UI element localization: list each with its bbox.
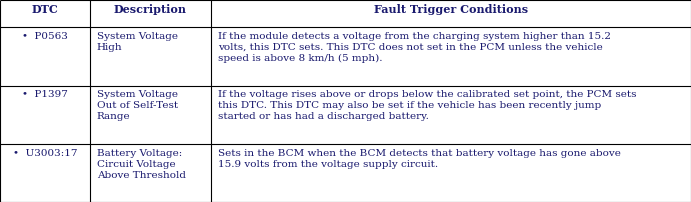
Text: Battery Voltage:
Circuit Voltage
Above Threshold: Battery Voltage: Circuit Voltage Above T… (97, 149, 186, 180)
Text: If the voltage rises above or drops below the calibrated set point, the PCM sets: If the voltage rises above or drops belo… (218, 90, 636, 121)
Text: •  P0563: • P0563 (22, 32, 68, 41)
Text: •  P1397: • P1397 (22, 90, 68, 99)
Text: If the module detects a voltage from the charging system higher than 15.2
volts,: If the module detects a voltage from the… (218, 32, 611, 63)
Text: DTC: DTC (32, 4, 58, 15)
Text: System Voltage
Out of Self-Test
Range: System Voltage Out of Self-Test Range (97, 90, 178, 121)
Text: Fault Trigger Conditions: Fault Trigger Conditions (374, 4, 528, 15)
Text: Sets in the BCM when the BCM detects that battery voltage has gone above
15.9 vo: Sets in the BCM when the BCM detects tha… (218, 149, 621, 169)
Text: Description: Description (114, 4, 187, 15)
Text: System Voltage
High: System Voltage High (97, 32, 178, 52)
Text: •  U3003:17: • U3003:17 (12, 149, 77, 158)
